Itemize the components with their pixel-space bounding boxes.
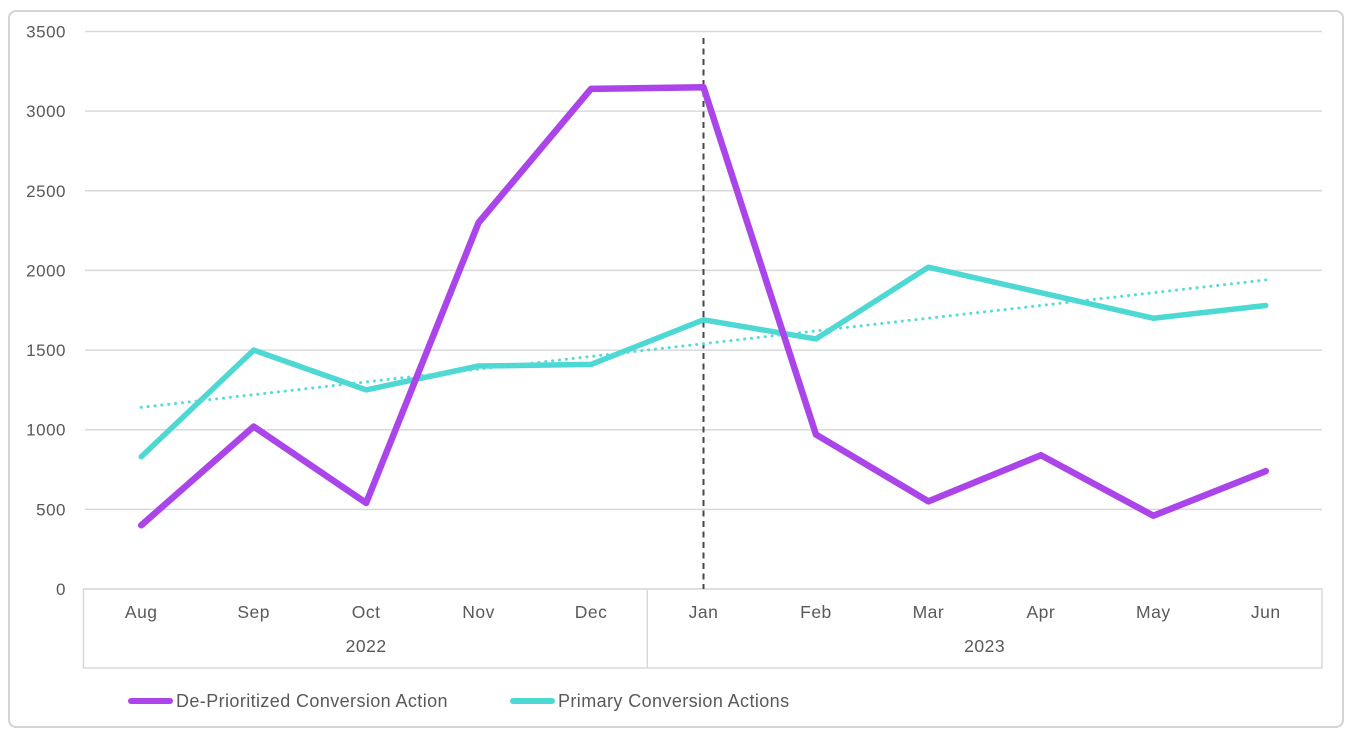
svg-text:500: 500 — [36, 500, 66, 519]
legend: De-Prioritized Conversion Action Primary… — [0, 688, 1352, 714]
svg-text:2022: 2022 — [346, 636, 387, 656]
legend-label: De-Prioritized Conversion Action — [176, 690, 448, 711]
trendline-dotted — [139, 278, 1268, 409]
svg-text:Jan: Jan — [689, 602, 719, 622]
legend-swatch-teal — [510, 698, 555, 704]
svg-text:2000: 2000 — [26, 261, 66, 280]
primary-conversion-line — [138, 264, 1269, 460]
svg-text:Nov: Nov — [462, 602, 495, 622]
svg-text:0: 0 — [56, 580, 66, 599]
x-axis-month-labels: Aug Sep Oct Nov Dec Jan Feb Mar Apr May Jun — [125, 602, 1281, 622]
svg-text:May: May — [1136, 602, 1171, 622]
svg-text:1500: 1500 — [26, 341, 66, 360]
legend-label: Primary Conversion Actions — [558, 690, 790, 711]
legend-swatch-purple — [128, 698, 173, 704]
svg-text:Jun: Jun — [1251, 602, 1281, 622]
deprioritized-conversion-line — [137, 84, 1270, 529]
svg-text:3000: 3000 — [26, 102, 66, 121]
svg-text:3500: 3500 — [26, 23, 66, 42]
svg-text:Aug: Aug — [125, 602, 158, 622]
svg-text:Dec: Dec — [575, 602, 608, 622]
x-axis-category-box — [82, 588, 1323, 669]
svg-text:2500: 2500 — [26, 182, 66, 201]
legend-item-primary: Primary Conversion Actions — [510, 688, 789, 714]
svg-text:Oct: Oct — [352, 602, 381, 622]
x-axis-year-labels: 2022 2023 — [346, 636, 1005, 656]
y-axis-tick-labels: 0 500 1000 1500 2000 2500 3000 3500 — [26, 23, 66, 600]
svg-text:Apr: Apr — [1026, 602, 1055, 622]
svg-text:2023: 2023 — [964, 636, 1005, 656]
legend-item-deprioritized: De-Prioritized Conversion Action — [128, 688, 448, 714]
svg-text:1000: 1000 — [26, 421, 66, 440]
svg-text:Mar: Mar — [913, 602, 945, 622]
svg-text:Sep: Sep — [237, 602, 270, 622]
svg-text:Feb: Feb — [800, 602, 832, 622]
